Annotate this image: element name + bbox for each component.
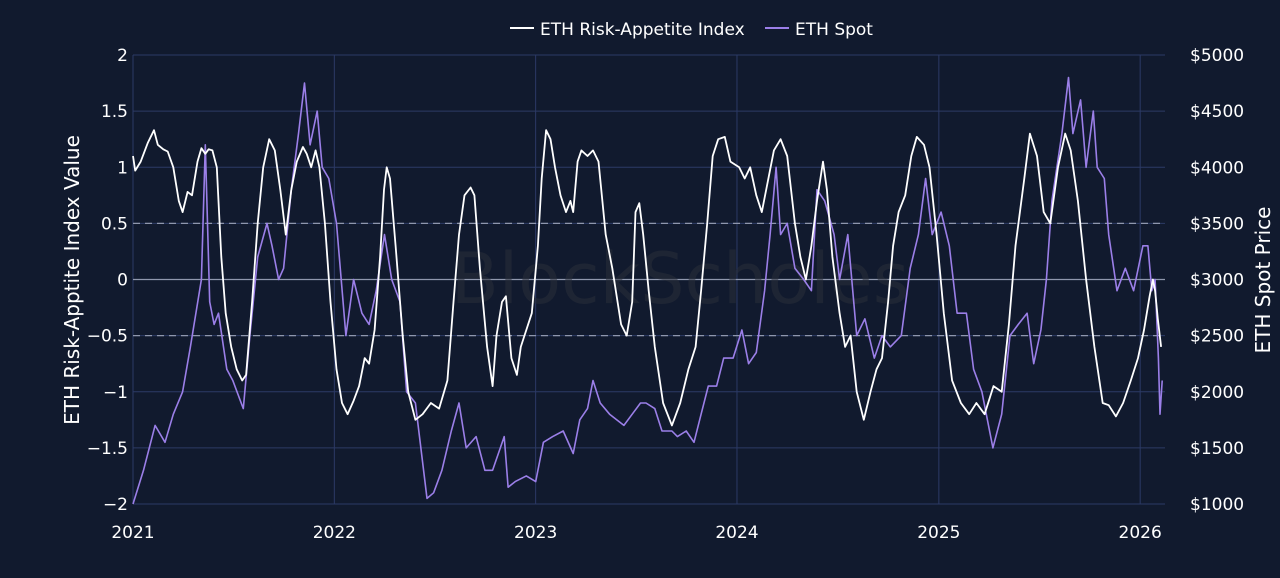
y-right-tick-label: $2000 <box>1190 383 1244 403</box>
x-tick-label: 2024 <box>715 523 758 543</box>
y-right-tick-label: $3000 <box>1190 271 1244 291</box>
y-left-tick-label: 1 <box>117 158 128 178</box>
y-right-tick-label: $1500 <box>1190 439 1244 459</box>
legend-entry-label[interactable]: ETH Risk-Appetite Index <box>540 20 745 40</box>
y-right-tick-label: $4500 <box>1190 102 1244 122</box>
x-tick-label: 2026 <box>1119 523 1162 543</box>
y-axis-left-label: ETH Risk-Apptite Index Value <box>60 135 84 425</box>
y-left-tick-label: −2 <box>103 495 128 515</box>
y-left-tick-label: 2 <box>117 46 128 66</box>
x-tick-label: 2023 <box>514 523 557 543</box>
grid-layer <box>132 54 1165 505</box>
axes-layer: 2 1.5 1 0.5 0 −0.5 −1 −1.5 −2 $5000 $4500 $4000 $350… <box>87 46 1244 543</box>
y-left-tick-label: 0 <box>117 271 128 291</box>
legend-entry-label[interactable]: ETH Spot <box>795 20 873 40</box>
y-left-tick-label: 1.5 <box>101 102 128 122</box>
y-right-tick-label: $4000 <box>1190 158 1244 178</box>
risk-appetite-index-line <box>132 129 1162 427</box>
y-axis-right-label: ETH Spot Price <box>1251 207 1275 354</box>
y-left-tick-label: −1 <box>103 383 128 403</box>
y-right-tick-label: $3500 <box>1190 214 1244 234</box>
x-tick-label: 2022 <box>313 523 356 543</box>
x-tick-label: 2021 <box>111 523 154 543</box>
eth-spot-line <box>132 76 1163 505</box>
y-right-tick-label: $2500 <box>1190 327 1244 347</box>
y-right-tick-label: $1000 <box>1190 495 1244 515</box>
y-left-tick-label: 0.5 <box>101 214 128 234</box>
legend[interactable]: ETH Risk-Appetite Index ETH Spot <box>510 20 873 40</box>
series-layer <box>132 76 1163 505</box>
y-left-tick-label: −0.5 <box>87 327 128 347</box>
x-tick-label: 2025 <box>917 523 960 543</box>
y-left-tick-label: −1.5 <box>87 439 128 459</box>
y-right-tick-label: $5000 <box>1190 46 1244 66</box>
